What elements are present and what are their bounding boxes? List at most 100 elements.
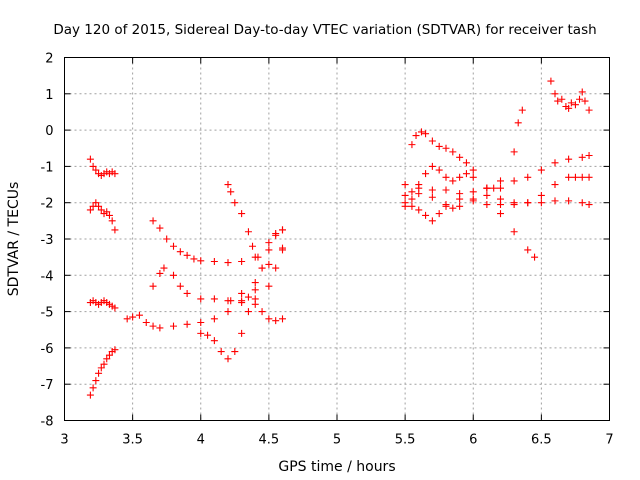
series-s16: [547, 77, 593, 114]
data-point: [142, 318, 150, 326]
data-point: [551, 159, 559, 167]
x-axis-ticks: 3 3.5 4 4.5 5 5.5 6 6.5 7: [60, 57, 614, 448]
data-point: [97, 206, 105, 214]
data-point: [227, 297, 235, 305]
data-point: [170, 271, 177, 279]
data-point: [514, 119, 522, 127]
series-s6: [149, 217, 286, 267]
y-axis-ticks: -8 -7 -6 -5 -4 -3 -2 -1 0 1 2: [41, 52, 610, 430]
data-point: [227, 188, 235, 196]
data-point: [265, 282, 273, 290]
data-point: [105, 351, 113, 359]
data-point: [435, 142, 443, 150]
data-point: [251, 279, 259, 287]
data-point: [462, 159, 470, 167]
data-point: [422, 211, 430, 219]
y-tick-label: 1: [45, 88, 53, 103]
series-s7: [149, 246, 286, 307]
data-point: [265, 246, 273, 254]
data-point: [224, 181, 232, 189]
data-point: [408, 141, 416, 149]
x-tick-label: 5: [333, 433, 341, 448]
data-point: [231, 348, 239, 356]
data-point: [510, 148, 518, 156]
x-tick-label: 4: [197, 433, 205, 448]
series-s13: [401, 173, 593, 210]
data-point: [551, 181, 559, 189]
data-point: [92, 199, 100, 207]
data-point: [565, 197, 573, 205]
data-point: [417, 128, 425, 136]
data-point: [197, 257, 205, 265]
data-point: [95, 202, 103, 210]
series-s14: [401, 106, 526, 225]
data-point: [97, 364, 105, 372]
data-point: [244, 228, 252, 236]
data-point: [197, 295, 205, 303]
data-point: [238, 289, 246, 297]
data-point: [551, 90, 559, 98]
data-point: [149, 217, 157, 225]
data-point: [456, 173, 464, 181]
data-point: [415, 206, 423, 214]
data-point: [585, 152, 593, 160]
data-point: [86, 206, 94, 214]
data-point: [497, 184, 504, 192]
data-point: [251, 286, 259, 294]
data-point: [510, 201, 518, 209]
data-point: [428, 137, 436, 145]
data-point: [183, 289, 191, 297]
data-point: [163, 235, 171, 243]
data-point: [156, 224, 164, 232]
data-point: [462, 170, 470, 178]
chart-title: Day 120 of 2015, Sidereal Day-to-day VTE…: [53, 22, 596, 38]
data-point: [581, 97, 589, 105]
series-s15: [401, 152, 593, 212]
data-point: [238, 258, 246, 266]
data-point: [578, 173, 586, 181]
series-s12: [401, 162, 593, 209]
data-point: [129, 313, 137, 321]
series-s2: [86, 199, 119, 234]
series-s11: [408, 128, 539, 261]
data-point: [231, 199, 239, 207]
data-point: [497, 210, 504, 218]
data-point: [483, 184, 491, 192]
data-point: [442, 186, 450, 194]
data-point: [279, 246, 286, 254]
data-point: [265, 260, 273, 268]
y-tick-label: 0: [45, 124, 53, 139]
data-point: [272, 264, 280, 272]
data-point: [524, 199, 532, 207]
data-point: [524, 173, 532, 181]
data-point: [531, 253, 539, 261]
data-point: [238, 329, 246, 337]
data-point: [428, 186, 436, 194]
data-point: [89, 384, 97, 392]
data-point: [456, 202, 464, 210]
data-point: [217, 348, 225, 356]
data-point: [258, 264, 266, 272]
data-point: [183, 251, 191, 259]
data-point: [547, 77, 555, 85]
y-tick-label: -4: [41, 269, 54, 284]
data-point: [456, 153, 464, 161]
data-point: [254, 253, 262, 261]
data-point: [108, 217, 116, 225]
data-point: [279, 315, 286, 323]
y-tick-label: -1: [41, 160, 54, 175]
data-point: [565, 155, 573, 163]
data-point: [449, 204, 457, 212]
data-point: [123, 315, 131, 323]
data-point: [272, 231, 280, 239]
data-point: [571, 173, 579, 181]
data-point: [92, 377, 100, 385]
data-point: [537, 199, 545, 207]
data-point: [585, 173, 593, 181]
data-point: [100, 360, 108, 368]
data-point: [578, 88, 586, 96]
data-point: [92, 166, 100, 174]
data-point: [469, 173, 477, 181]
data-point: [558, 95, 566, 103]
x-tick-label: 6: [469, 433, 477, 448]
